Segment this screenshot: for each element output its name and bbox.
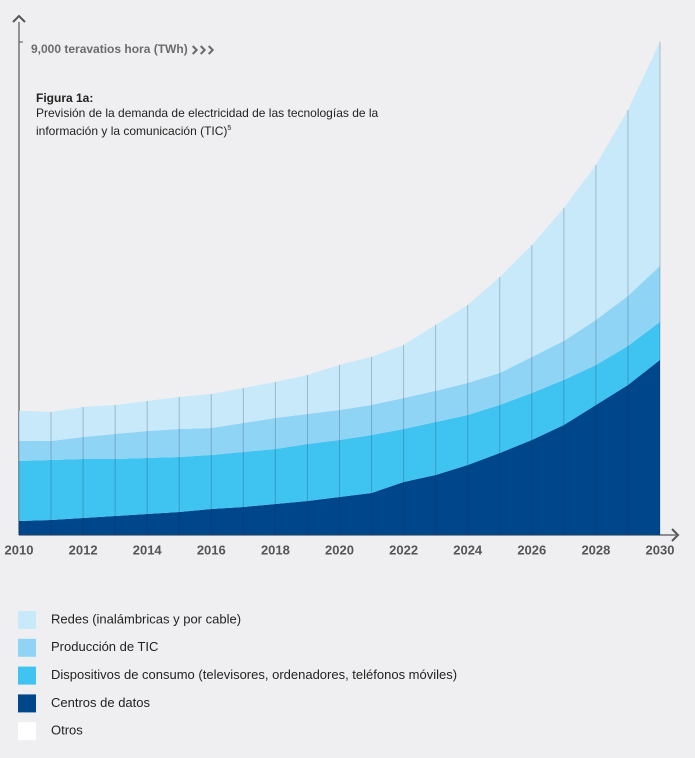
legend-swatch [18,722,36,741]
x-tick-label: 2026 [517,542,546,557]
legend-label: Producción de TIC [51,639,158,654]
chevron [200,45,207,55]
y-tick-label: 9,000 teravatios hora (TWh) [31,42,188,56]
x-tick-label: 2012 [69,542,98,557]
x-tick-label: 2016 [197,542,226,557]
legend-swatch [18,666,36,685]
legend-label: Otros [51,723,83,738]
chevron [208,45,215,55]
legend-label: Centros de datos [51,695,151,710]
area [19,359,660,535]
area [19,321,660,521]
x-axis-arrow [671,528,680,542]
x-tick-label: 2022 [389,542,418,557]
chart-title-block: Figura 1a: Previsión de la demanda de el… [36,91,396,139]
legend-swatch [18,638,36,657]
legend-swatch [18,694,36,713]
y-axis-arrow [12,14,26,23]
x-tick-label: 2030 [646,542,675,557]
x-tick-label: 2028 [581,542,610,557]
x-tick-label: 2014 [133,542,163,557]
legend-label: Dispositivos de consumo (televisores, or… [51,667,457,682]
area [19,265,660,461]
chart-title: Figura 1a: [36,91,94,105]
x-tick-label: 2024 [453,542,483,557]
area [19,41,660,441]
footnote-mark: 5 [227,125,232,132]
chevron [192,45,199,55]
x-tick-label: 2020 [325,542,354,557]
legend-swatch [18,611,36,629]
chart-subtitle: Previsión de la demanda de electricidad … [36,106,379,138]
legend-label: Redes (inalámbricas y por cable) [51,611,241,626]
x-tick-label: 2010 [5,542,34,557]
x-tick-label: 2018 [261,542,290,557]
